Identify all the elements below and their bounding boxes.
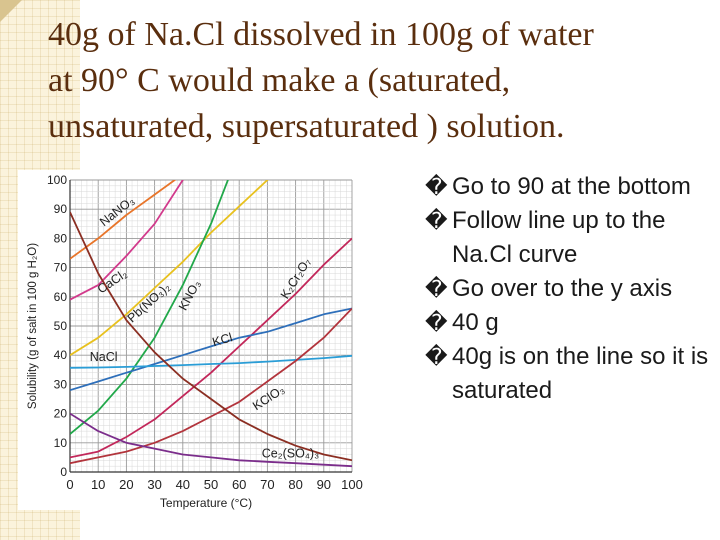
y-tick-label: 10: [54, 436, 68, 450]
bullet-text: Go to 90 at the bottom: [452, 173, 691, 200]
series-line-kcl: [70, 307, 352, 392]
series-line-nano3: [70, 180, 177, 260]
slide-title: 40g of Na.Cl dissolved in 100g of water …: [48, 12, 708, 150]
bullet-marker: �: [425, 174, 448, 199]
title-line: 40g of Na.Cl dissolved in 100g of water: [48, 16, 594, 53]
bullet-item: � Go to 90 at the bottom: [425, 170, 715, 204]
bullet-text: Follow line up to the Na.Cl curve: [452, 207, 666, 268]
x-tick-label: 60: [232, 477, 246, 492]
bullet-item: � 40g is on the line so it is saturated: [425, 340, 715, 408]
series-line-cacl2: [70, 180, 184, 301]
x-tick-label: 40: [176, 477, 190, 492]
bullet-marker: �: [425, 208, 448, 233]
series-line-kclo3: [70, 307, 352, 465]
bullet-marker: �: [425, 344, 448, 369]
series-line-nh3: [70, 211, 352, 462]
y-tick-label: 40: [54, 348, 68, 362]
x-tick-label: 0: [66, 477, 73, 492]
bullet-item: � Go over to the y axis: [425, 272, 715, 306]
solubility-chart: 0 10 20 30 40 50 60 70 80 90 100 0 10 20 30 40 50 60 70 80 9…: [18, 170, 372, 510]
x-tick-label: 30: [147, 477, 161, 492]
series-line-ce2so43: [70, 412, 352, 468]
bullet-text: 40g is on the line so it is saturated: [452, 343, 709, 404]
series-line-kno3: [70, 180, 229, 435]
solubility-chart-svg: 0 10 20 30 40 50 60 70 80 90 100 0 10 20 30 40 50 60 70 80 9…: [27, 173, 363, 510]
y-tick-label: 60: [54, 290, 68, 304]
corner-fold: [0, 0, 22, 22]
x-tick-label: 10: [91, 477, 105, 492]
bullet-text: Go over to the y axis: [452, 275, 673, 302]
title-line: unsaturated, supersaturated ) solution.: [48, 108, 565, 145]
y-tick-label: 20: [54, 407, 68, 421]
y-tick-label: 80: [54, 231, 68, 245]
series-line-nacl: [70, 354, 352, 369]
x-tick-label: 80: [288, 477, 302, 492]
title-line: at 90° C would make a (saturated,: [48, 62, 511, 99]
x-tick-label: 20: [119, 477, 133, 492]
series-label: NaCl: [90, 350, 118, 364]
y-tick-label: 70: [54, 261, 68, 275]
x-tick-label: 70: [260, 477, 274, 492]
y-axis-label: Solubility (g of salt in 100 g H₂O): [27, 243, 39, 409]
series-label: KCl: [211, 330, 234, 349]
bullet-text: 40 g: [452, 309, 499, 336]
bullet-marker: �: [425, 310, 448, 335]
x-tick-label: 100: [341, 477, 363, 492]
x-tick-label: 90: [317, 477, 331, 492]
y-tick-label: 100: [47, 173, 67, 187]
bullet-marker: �: [425, 276, 448, 301]
series-line-pbno32: [70, 180, 269, 356]
bullet-list: � Go to 90 at the bottom � Follow line up …: [425, 170, 715, 408]
bullet-item: � 40 g: [425, 306, 715, 340]
y-tick-label: 30: [54, 377, 68, 391]
bullet-item: � Follow line up to the Na.Cl curve: [425, 204, 715, 272]
y-tick-label: 0: [60, 465, 67, 479]
y-tick-label: 90: [54, 202, 68, 216]
series-line-k2cr2o7: [70, 237, 352, 459]
x-tick-label: 50: [204, 477, 218, 492]
series-group: [70, 180, 352, 468]
series-label: Ce₂(SO₄)₃: [262, 446, 319, 460]
y-tick-label: 50: [54, 319, 68, 333]
x-axis-label: Temperature (°C): [160, 496, 252, 510]
